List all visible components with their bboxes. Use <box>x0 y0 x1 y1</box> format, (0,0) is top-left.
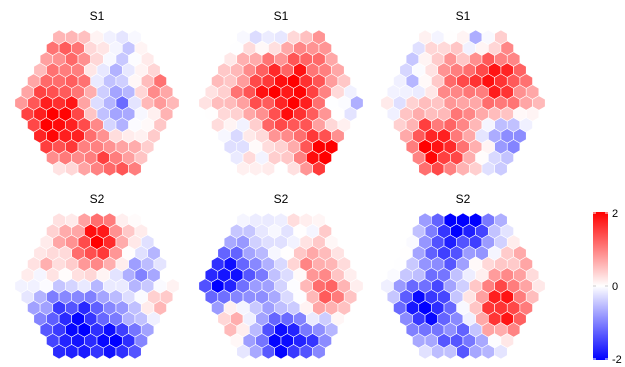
panel-title: S1 <box>274 9 289 23</box>
panel-s1-middle: S1 <box>198 9 364 177</box>
hex-grid <box>14 29 180 177</box>
panel-s2-right: S2 <box>380 192 546 360</box>
hex-cell <box>350 95 364 111</box>
panel-s2-middle: S2 <box>198 192 364 360</box>
panel-title: S1 <box>456 9 471 23</box>
panel-title: S2 <box>456 192 471 206</box>
panel-title: S2 <box>90 192 105 206</box>
hex-cell <box>166 278 180 294</box>
hex-grid <box>198 29 364 177</box>
hex-cell <box>166 95 180 111</box>
tick-label: -2 <box>612 354 622 366</box>
hex-grid <box>380 212 546 360</box>
panel-s2-left: S2 <box>14 192 180 360</box>
hex-grid <box>14 212 180 360</box>
panel-s1-left: S1 <box>14 9 180 177</box>
panel-s1-right: S1 <box>380 9 546 177</box>
hex-cell <box>350 278 364 294</box>
hex-grid <box>198 212 364 360</box>
hex-cell <box>532 278 546 294</box>
tick-label: 2 <box>612 208 618 220</box>
panel-title: S1 <box>90 9 105 23</box>
color-scale-legend: 2 0 -2 <box>593 208 622 366</box>
tick-label: 0 <box>612 281 618 293</box>
panel-title: S2 <box>274 192 289 206</box>
color-scale-bar <box>593 212 608 360</box>
hex-cell <box>532 95 546 111</box>
hex-grid <box>380 29 546 177</box>
